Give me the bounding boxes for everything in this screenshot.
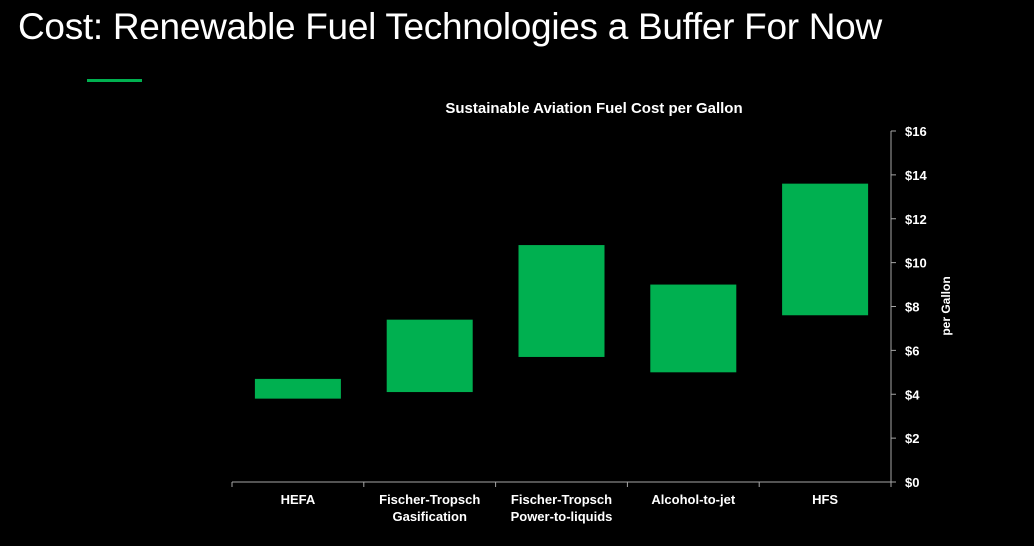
y-tick-label: $6 bbox=[905, 343, 919, 358]
y-tick-label: $16 bbox=[905, 124, 927, 139]
bars-group bbox=[254, 183, 869, 399]
x-tick-label: HFS bbox=[812, 492, 838, 507]
y-tick-label: $8 bbox=[905, 300, 919, 315]
x-tick-label: Fischer-Tropsch bbox=[379, 492, 480, 507]
y-tick-labels: $0 $2 $4 $6 $8 $10 $12 $14 $16 bbox=[905, 124, 927, 490]
x-tick-label: Fischer-Tropsch bbox=[511, 492, 612, 507]
bar-0 bbox=[254, 378, 341, 399]
y-axis-label: per Gallon bbox=[939, 276, 953, 335]
axes-group bbox=[231, 130, 896, 487]
y-tick-label: $0 bbox=[905, 475, 919, 490]
bar-2 bbox=[518, 245, 605, 357]
slide-title: Cost: Renewable Fuel Technologies a Buff… bbox=[18, 6, 882, 47]
y-tick-label: $2 bbox=[905, 431, 919, 446]
y-tick-label: $12 bbox=[905, 212, 927, 227]
y-tick-label: $10 bbox=[905, 256, 927, 271]
x-tick-labels: HEFA Fischer-Tropsch Gasification Fischer-T… bbox=[281, 492, 839, 524]
x-tick-label: Alcohol-to-jet bbox=[651, 492, 735, 507]
x-tick-label: HEFA bbox=[281, 492, 316, 507]
chart-title: Sustainable Aviation Fuel Cost per Gallo… bbox=[445, 100, 742, 117]
title-accent-line bbox=[87, 79, 142, 82]
x-tick-label: Gasification bbox=[392, 509, 466, 524]
bar-3 bbox=[650, 284, 737, 373]
y-tick-label: $4 bbox=[905, 387, 920, 402]
x-tick-label: Power-to-liquids bbox=[511, 509, 613, 524]
y-tick-label: $14 bbox=[905, 168, 927, 183]
bar-1 bbox=[386, 319, 473, 393]
bar-4 bbox=[782, 183, 869, 316]
